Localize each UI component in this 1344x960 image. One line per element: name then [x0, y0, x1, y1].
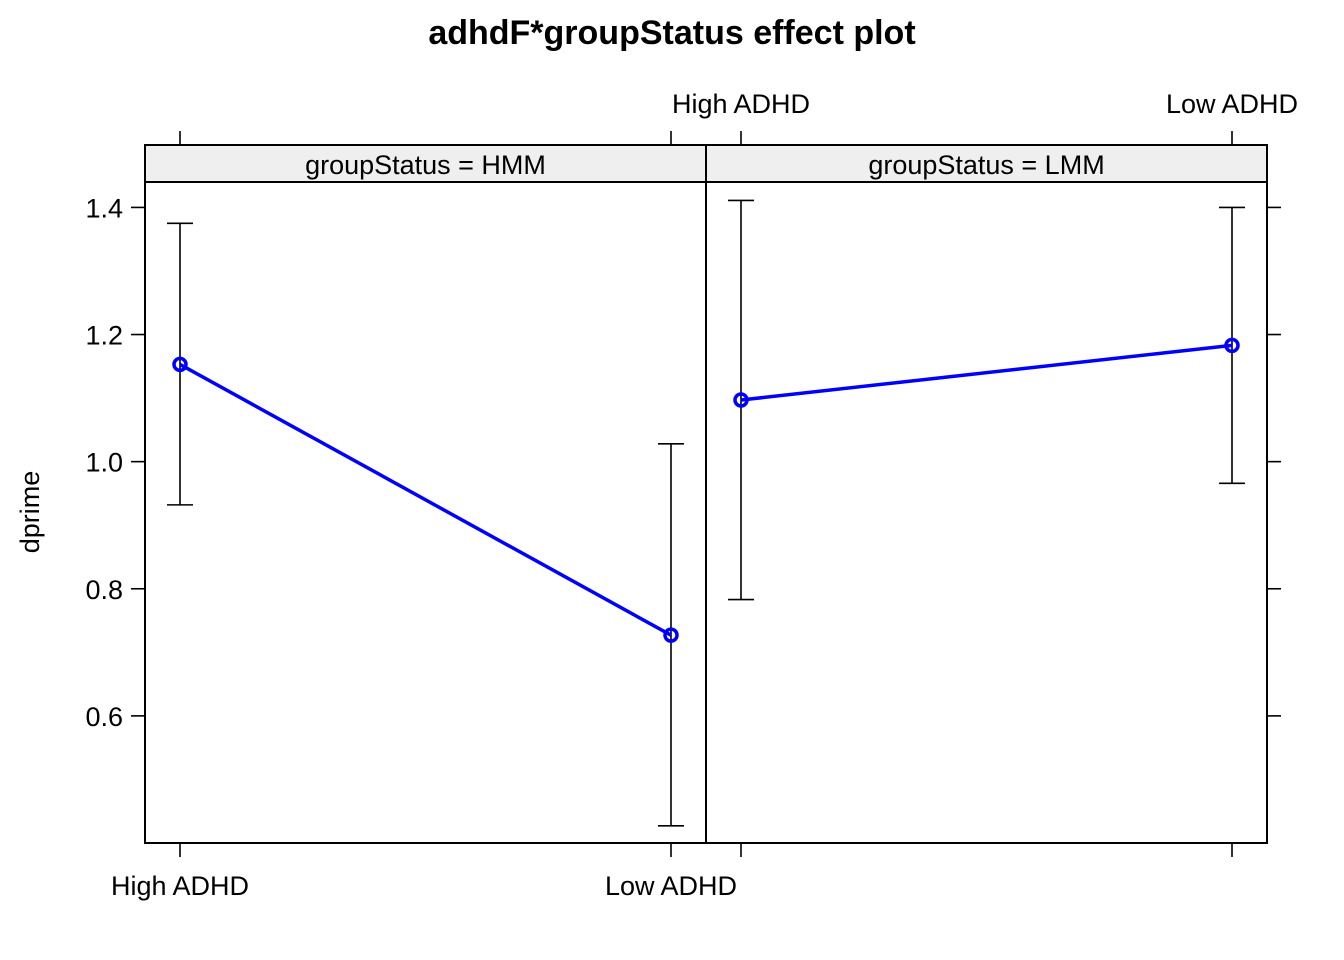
data-point	[1224, 337, 1240, 354]
data-point	[663, 627, 679, 643]
strip-label: groupStatus = HMM	[305, 150, 546, 180]
y-tick-label: 1.4	[85, 193, 123, 223]
error-bar	[167, 222, 193, 506]
x-tick-label-top: Low ADHD	[1166, 89, 1298, 119]
chart-title: adhdF*groupStatus effect plot	[428, 14, 915, 52]
x-tick-label-bottom: Low ADHD	[605, 871, 737, 901]
panels: groupStatus = HMM groupStatus = LMM	[144, 144, 1268, 844]
y-axis-label: dprime	[15, 471, 45, 554]
panel-2: groupStatus = LMM	[705, 144, 1268, 844]
panel-1: groupStatus = HMM	[144, 144, 707, 844]
y-tick-label: 1.0	[85, 448, 123, 478]
strip-background	[705, 144, 1268, 183]
data-point	[733, 392, 749, 408]
series-line	[179, 362, 672, 637]
y-tick-label: 0.6	[85, 702, 123, 732]
y-tick-label: 1.2	[85, 321, 123, 351]
panel-border	[144, 181, 707, 844]
strip-background	[144, 144, 707, 183]
x-tick-label-top: High ADHD	[672, 89, 810, 119]
strip-label: groupStatus = LMM	[868, 150, 1104, 180]
series-line	[740, 343, 1233, 402]
panel-border	[705, 181, 1268, 844]
axes: High ADHD Low ADHD High ADHD Low ADHD 0.6 0.8…	[85, 89, 1298, 901]
y-tick-label: 0.8	[85, 575, 123, 605]
x-tick-label-bottom: High ADHD	[111, 871, 249, 901]
data-point	[172, 356, 188, 373]
